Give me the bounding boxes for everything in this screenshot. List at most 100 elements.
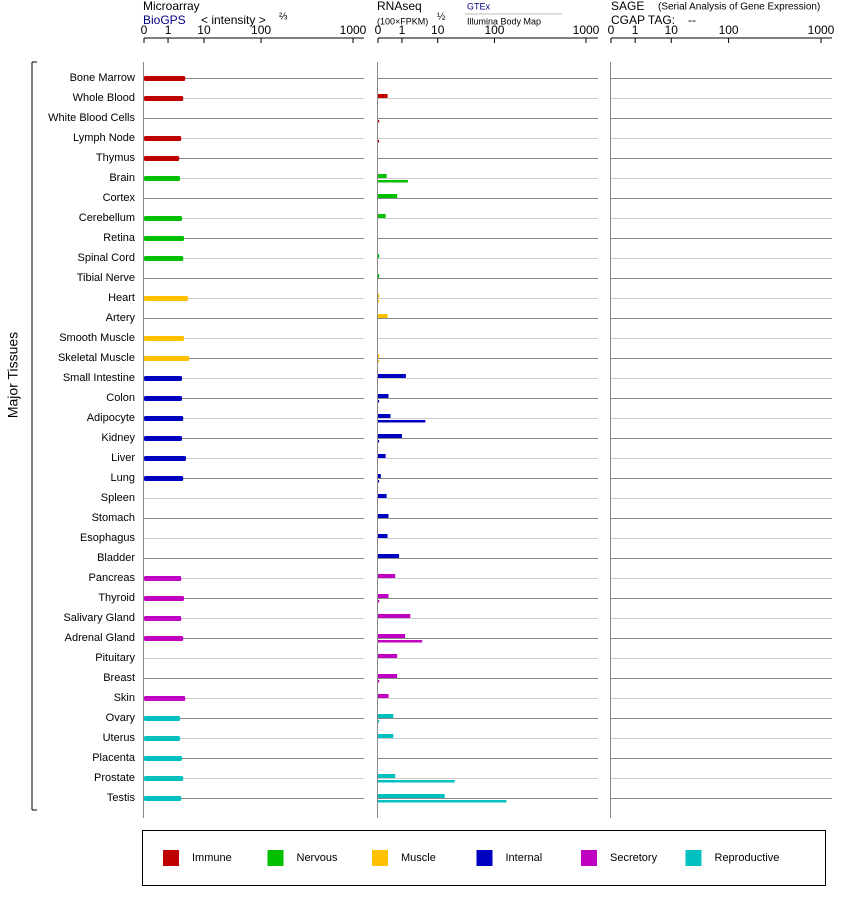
gtex-bar — [378, 594, 389, 598]
illumina-bar — [378, 600, 380, 603]
gtex-bar — [378, 554, 400, 558]
tissue-label: Breast — [103, 672, 135, 684]
tissue-label: Placenta — [92, 752, 136, 764]
illumina-bar — [378, 300, 380, 303]
x-tick-label: 1 — [165, 23, 172, 37]
gtex-bar — [378, 494, 387, 498]
gtex-bar — [378, 194, 398, 198]
gtex-bar — [378, 774, 396, 778]
gtex-bar — [378, 294, 380, 298]
legend-swatch — [685, 850, 702, 866]
gtex-bar — [378, 454, 386, 458]
rnaseq-title: RNAseq — [377, 0, 422, 13]
microarray-bar — [144, 776, 184, 781]
tissue-label: Spinal Cord — [78, 252, 135, 264]
tissue-label: Tibial Nerve — [77, 272, 135, 284]
microarray-bar — [144, 416, 184, 421]
illumina-bar — [378, 180, 408, 183]
illumina-bar — [378, 400, 380, 403]
gtex-bar — [378, 694, 389, 698]
tissue-label: Smooth Muscle — [59, 332, 135, 344]
y-axis-label: Major Tissues — [5, 332, 21, 418]
microarray-bar — [144, 356, 190, 361]
tissue-label: Salivary Gland — [63, 612, 135, 624]
x-tick-label: 1000 — [573, 23, 600, 37]
microarray-bar — [144, 576, 182, 581]
x-tick-label: 10 — [431, 23, 445, 37]
legend-swatch — [267, 850, 284, 866]
illumina-bar — [378, 420, 426, 423]
gtex-bar — [378, 374, 406, 378]
gtex-bar — [378, 794, 445, 798]
tissue-label: Small Intestine — [63, 372, 135, 384]
x-tick-label: 0 — [375, 23, 382, 37]
gtex-bar — [378, 654, 398, 658]
tissue-label: Cerebellum — [79, 212, 135, 224]
legend-label: Internal — [506, 852, 543, 864]
tissue-label: Bladder — [97, 552, 135, 564]
x-tick-label: 0 — [608, 23, 615, 37]
legend-label: Secretory — [610, 852, 658, 864]
illumina-bar — [378, 720, 380, 723]
legend-label: Immune — [192, 852, 232, 864]
tissue-label: Testis — [107, 792, 136, 804]
microarray-unit: < intensity > — [201, 13, 266, 27]
tissue-label: Lung — [111, 472, 135, 484]
microarray-bar — [144, 636, 184, 641]
x-tick-label: 1000 — [808, 23, 835, 37]
tissue-label: Esophagus — [80, 532, 136, 544]
tissue-label: Whole Blood — [73, 92, 135, 104]
x-tick-label: 100 — [251, 23, 271, 37]
microarray-bar — [144, 596, 185, 601]
gtex-bar — [378, 474, 381, 478]
microarray-bar — [144, 376, 183, 381]
illumina-label: Illumina Body Map — [467, 16, 541, 26]
legend-swatch — [372, 850, 388, 866]
x-tick-label: 0 — [141, 23, 148, 37]
tissue-label: Skin — [114, 692, 135, 704]
tissue-label: White Blood Cells — [48, 112, 135, 124]
tissue-label: Thymus — [96, 152, 136, 164]
gtex-bar — [378, 714, 394, 718]
gtex-bar — [378, 674, 398, 678]
tissue-label: Brain — [109, 172, 135, 184]
sage-tag-label: CGAP TAG: — [611, 13, 675, 27]
microarray-bar — [144, 156, 180, 161]
tissue-label: Kidney — [101, 432, 135, 444]
gtex-bar — [378, 314, 388, 318]
illumina-bar — [378, 360, 380, 363]
microarray-bar — [144, 216, 183, 221]
tissue-label: Pituitary — [95, 652, 135, 664]
rnaseq-power: ½ — [437, 12, 446, 23]
microarray-bar — [144, 96, 184, 101]
tissue-label: Pancreas — [89, 572, 136, 584]
sage-subtitle: (Serial Analysis of Gene Expression) — [658, 2, 820, 13]
tissue-label: Adipocyte — [87, 412, 135, 424]
tissue-label: Skeletal Muscle — [58, 352, 135, 364]
gtex-bar — [378, 174, 387, 178]
gtex-bar — [378, 274, 380, 278]
tissue-label: Spleen — [101, 492, 135, 504]
gtex-bar — [378, 434, 402, 438]
gtex-bar — [378, 734, 394, 738]
microarray-bar — [144, 136, 182, 141]
tissue-label: Uterus — [103, 732, 136, 744]
gtex-bar — [378, 354, 380, 358]
tissue-label: Artery — [106, 312, 136, 324]
legend-swatch — [476, 850, 493, 866]
illumina-bar — [378, 680, 380, 683]
illumina-bar — [378, 800, 507, 803]
illumina-bar — [378, 440, 380, 443]
microarray-bar — [144, 236, 185, 241]
x-tick-label: 10 — [197, 23, 211, 37]
microarray-bar — [144, 716, 181, 721]
tissue-label: Heart — [108, 292, 135, 304]
rnaseq-unit: (100×FPKM) — [377, 16, 428, 26]
microarray-bar — [144, 176, 181, 181]
microarray-bar — [144, 256, 184, 261]
tissue-label: Ovary — [106, 712, 136, 724]
microarray-bar — [144, 616, 182, 621]
gtex-bar — [378, 614, 411, 618]
tissue-label: Liver — [111, 452, 135, 464]
